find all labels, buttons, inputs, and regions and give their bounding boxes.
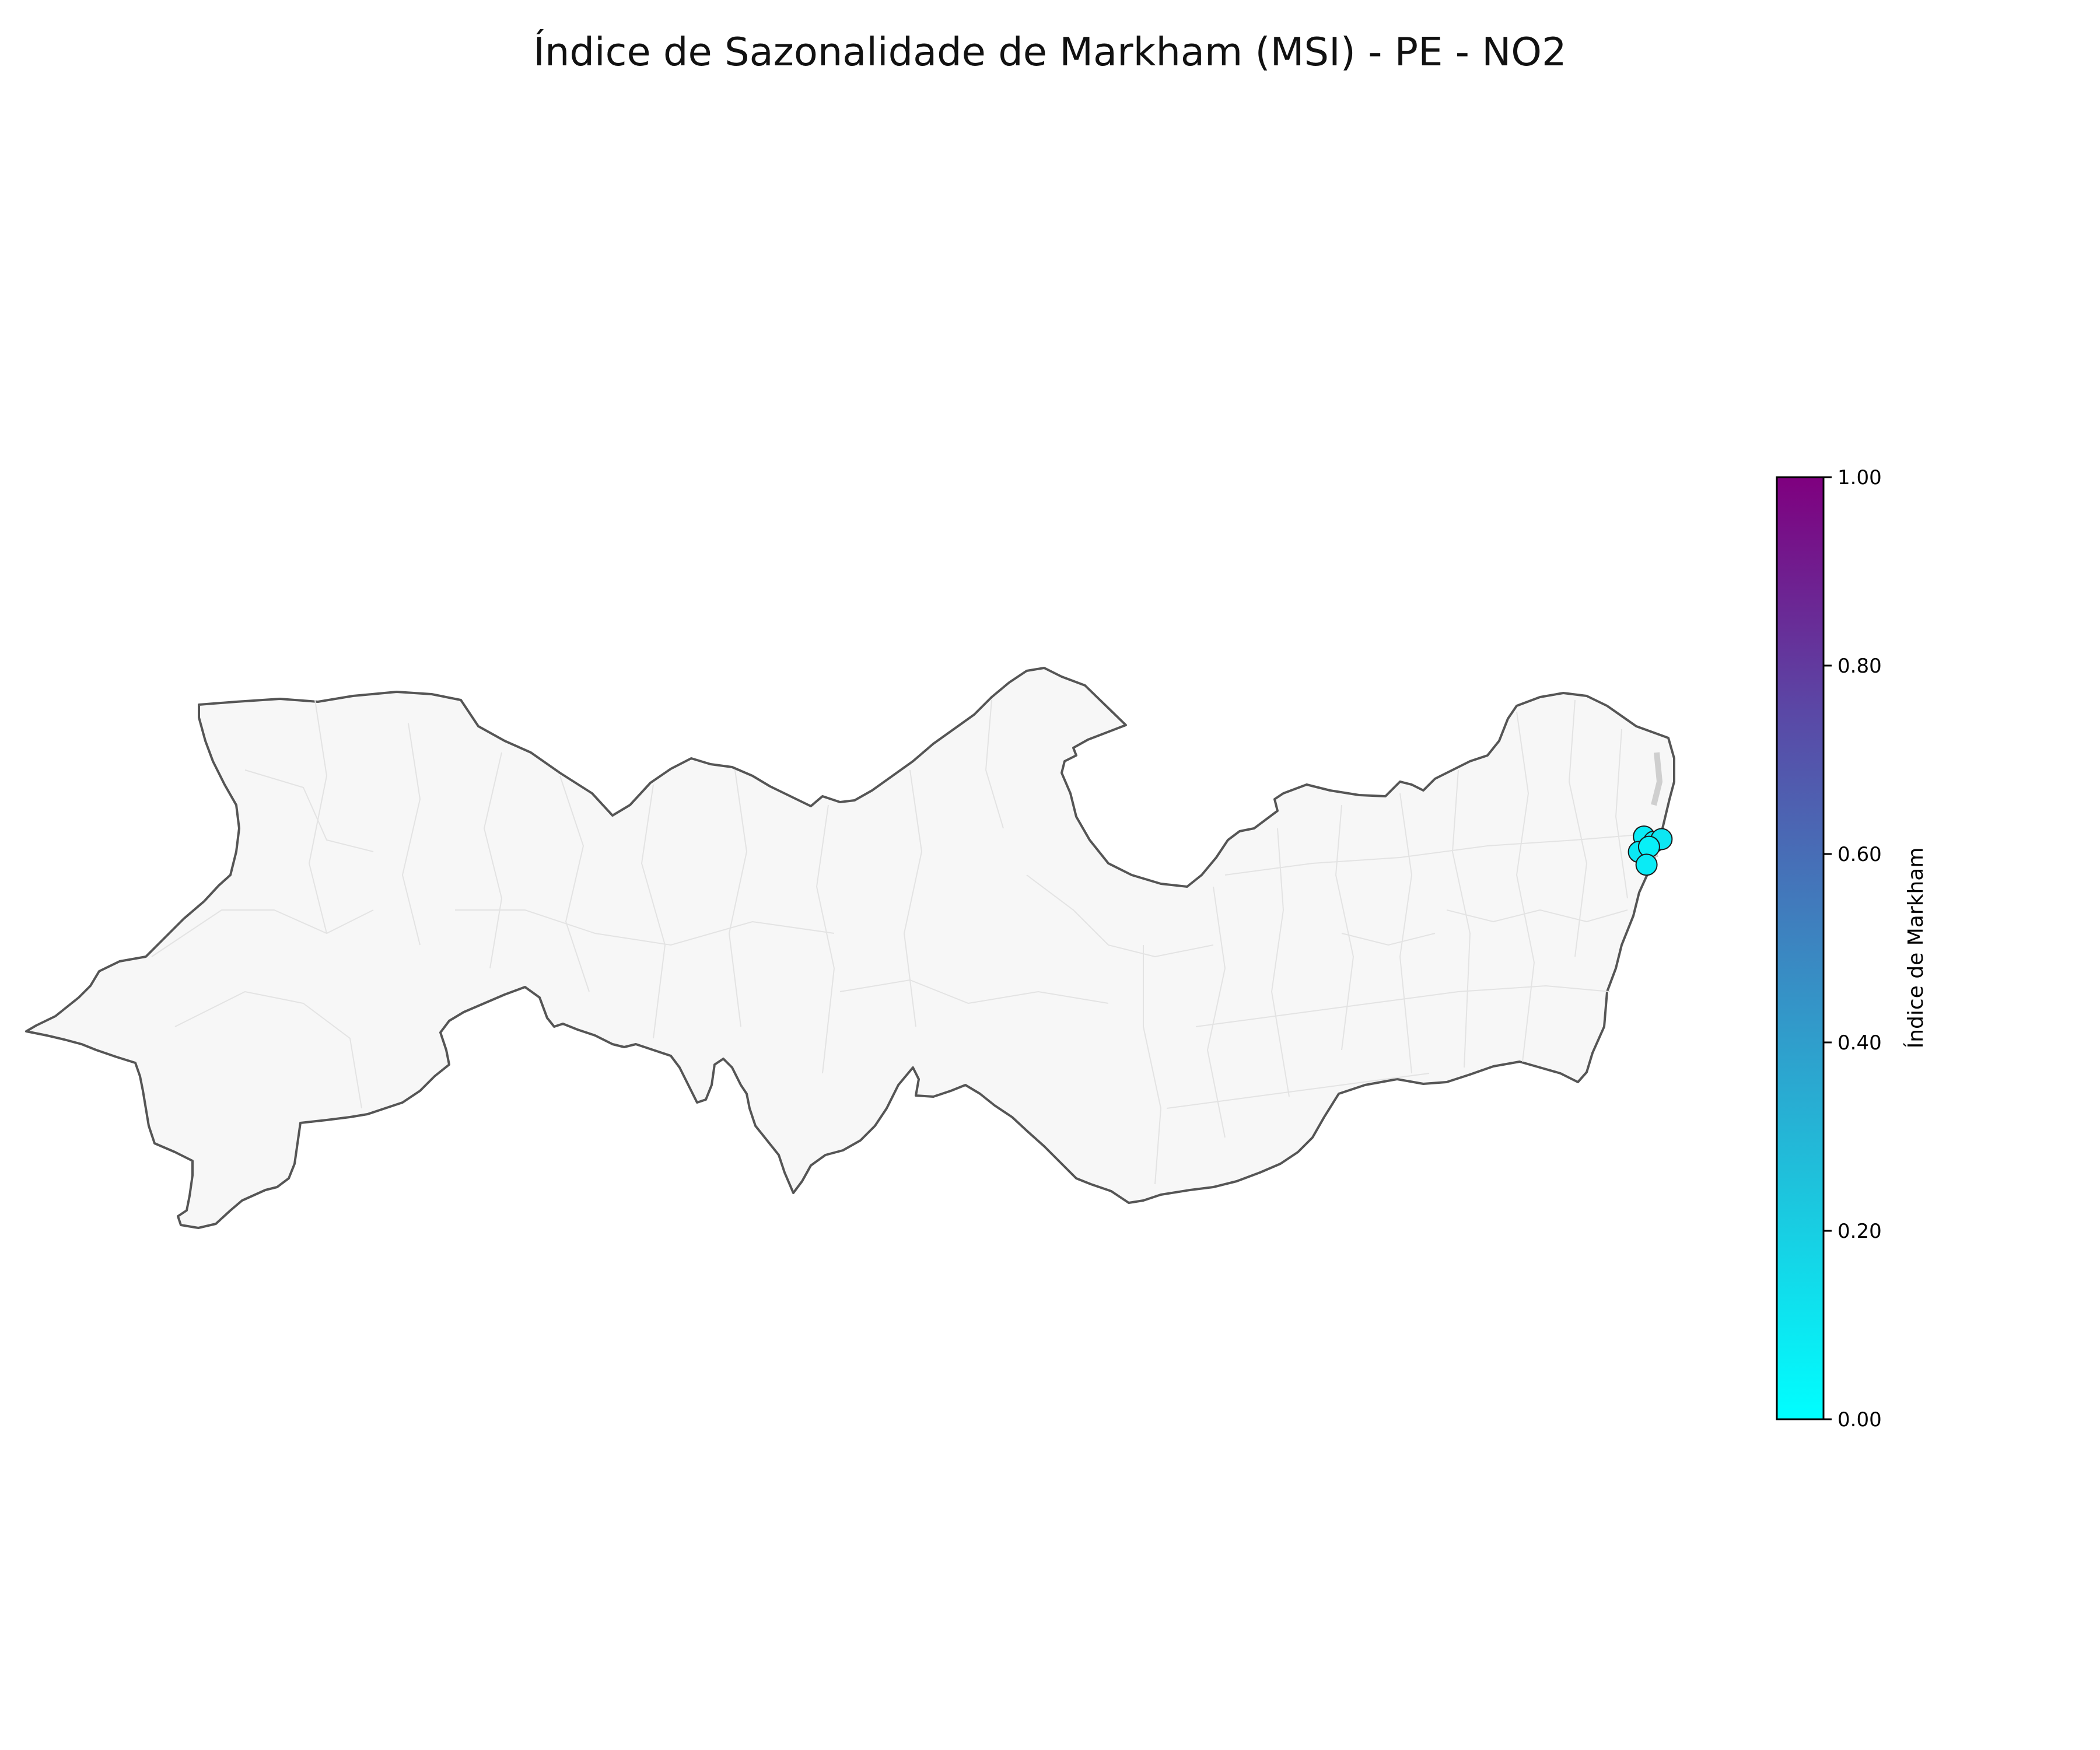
colorbar: 0.00 0.20 0.40 0.60 0.80 1.00 Índice de Markh…	[1776, 466, 1928, 1432]
state-outline	[25, 667, 1675, 1229]
colorbar-tick-label: 0.00	[1838, 1408, 1882, 1432]
colorbar-label: Índice de Markham	[1903, 848, 1928, 1049]
colorbar-tick-label: 1.00	[1838, 466, 1882, 489]
map-title: Índice de Sazonalidade de Markham (MSI) …	[533, 29, 1567, 75]
colorbar-tick-label: 0.20	[1838, 1220, 1882, 1243]
data-points	[1628, 825, 1673, 876]
colorbar-ticks: 0.00 0.20 0.40 0.60 0.80 1.00	[1824, 466, 1882, 1432]
colorbar-tick-label: 0.40	[1838, 1031, 1882, 1055]
colorbar-bar	[1776, 476, 1825, 1420]
municipality-borders	[151, 699, 1646, 1185]
station-point	[1635, 853, 1658, 876]
colorbar-tick-label: 0.80	[1838, 654, 1882, 678]
colorbar-tick-label: 0.60	[1838, 843, 1882, 866]
